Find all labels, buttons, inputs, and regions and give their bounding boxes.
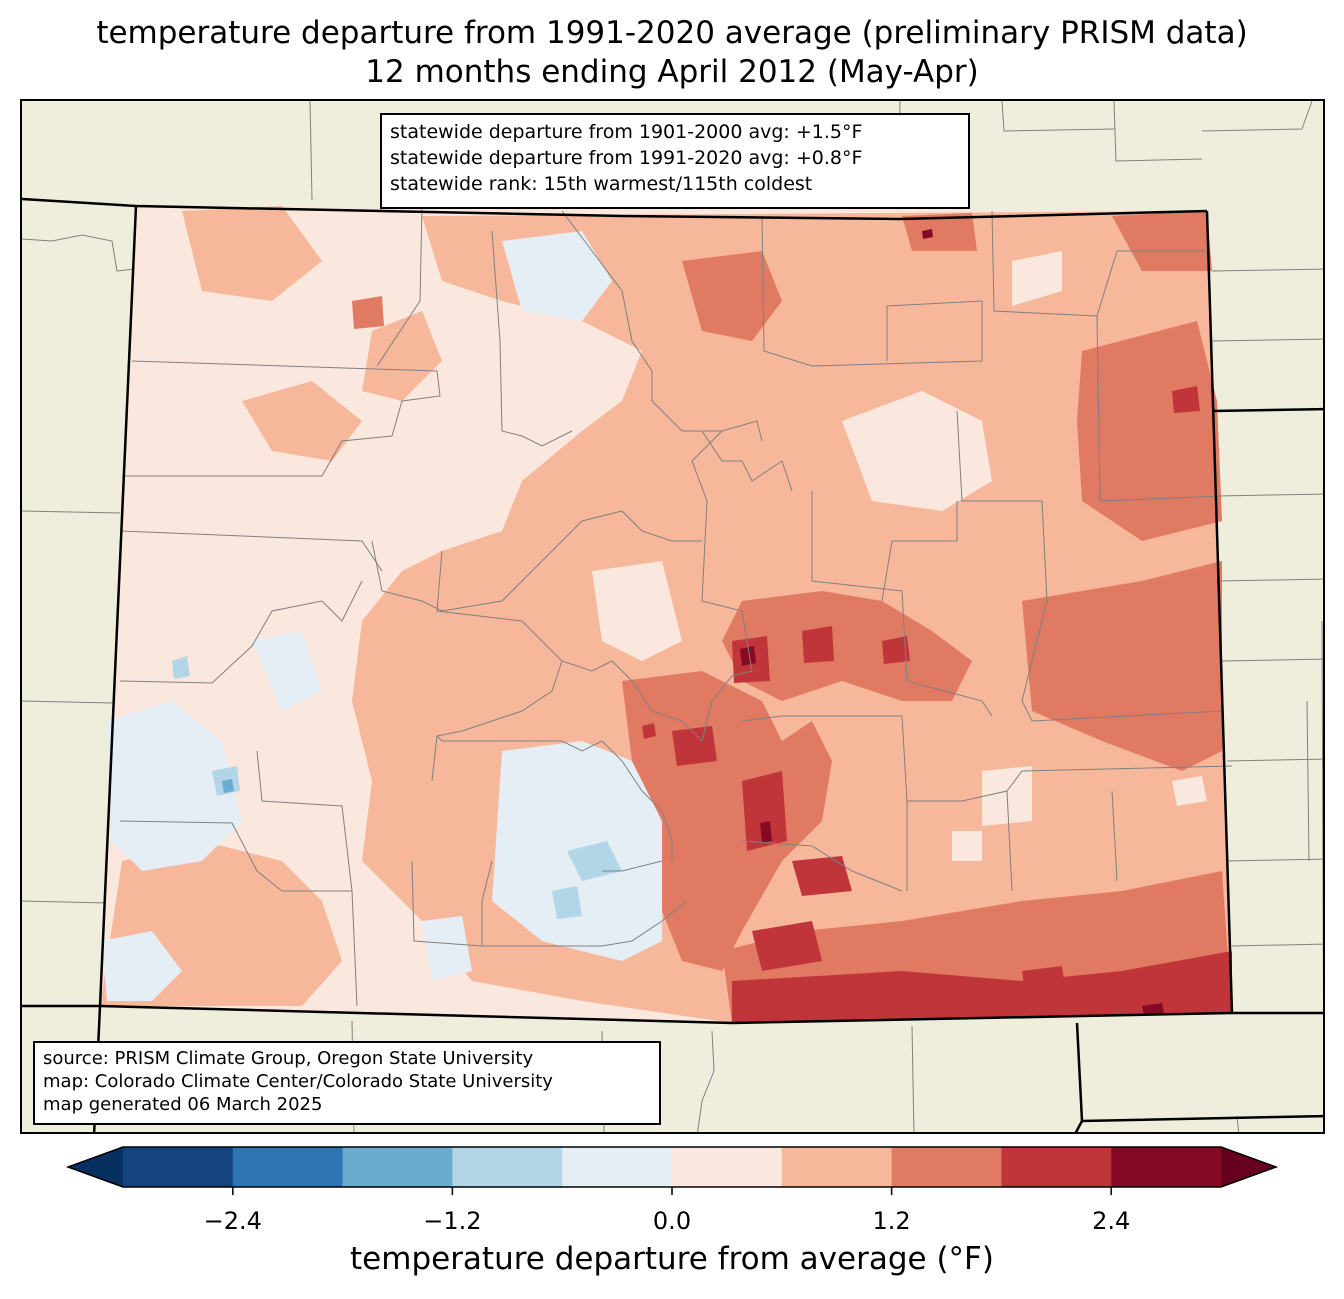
- colorbar-extend-low: [68, 1147, 123, 1187]
- statewide-stats-box: statewide departure from 1901-2000 avg: …: [380, 113, 970, 209]
- source-box: source: PRISM Climate Group, Oregon Stat…: [33, 1041, 661, 1125]
- colorado-map: [22, 101, 1323, 1132]
- colorbar-segment: [452, 1147, 563, 1187]
- source-line-prism: source: PRISM Climate Group, Oregon Stat…: [43, 1048, 534, 1069]
- colorbar-segments: [65, 1146, 1279, 1188]
- county-lines: [119, 205, 1233, 1007]
- colorbar-segment: [562, 1147, 673, 1187]
- colorbar-segment: [232, 1147, 344, 1187]
- colorbar-tick-label: −2.4: [203, 1207, 262, 1235]
- source-line-generated: map generated 06 March 2025: [43, 1094, 323, 1115]
- stats-line-rank: statewide rank: 15th warmest/115th colde…: [390, 173, 813, 195]
- colorbar-tick-label: 2.4: [1092, 1207, 1131, 1235]
- colorbar: [65, 1146, 1279, 1195]
- neighbor-borders: [22, 101, 1323, 1132]
- colorbar-extend-high: [1221, 1147, 1276, 1187]
- colorbar-segment: [123, 1147, 234, 1187]
- source-line-map: map: Colorado Climate Center/Colorado St…: [43, 1071, 553, 1092]
- map-subtitle: 12 months ending April 2012 (May-Apr): [365, 54, 979, 90]
- stats-line-1901-2000: statewide departure from 1901-2000 avg: …: [390, 121, 863, 143]
- colorbar-outline: [65, 1146, 1279, 1188]
- map-title: temperature departure from 1991-2020 ave…: [96, 15, 1248, 51]
- colorbar-segment: [1001, 1147, 1112, 1187]
- temperature-contours: [100, 206, 1232, 1023]
- colorbar-segment: [891, 1147, 1002, 1187]
- map-panel: statewide departure from 1901-2000 avg: …: [20, 99, 1325, 1134]
- colorbar-segment: [672, 1147, 783, 1187]
- colorbar-tick-label: 1.2: [872, 1207, 911, 1235]
- colorbar-tick-label: 0.0: [652, 1207, 692, 1235]
- state-borders: [22, 197, 1323, 1132]
- colorbar-segment: [1111, 1147, 1222, 1187]
- colorbar-segment: [781, 1147, 893, 1187]
- colorbar-segment: [342, 1147, 453, 1187]
- colorbar-tick-label: −1.2: [423, 1207, 482, 1235]
- colorbar-label: temperature departure from average (°F): [350, 1241, 994, 1277]
- colorbar-ticks: [232, 1187, 1112, 1195]
- stats-line-1991-2020: statewide departure from 1991-2020 avg: …: [390, 147, 863, 169]
